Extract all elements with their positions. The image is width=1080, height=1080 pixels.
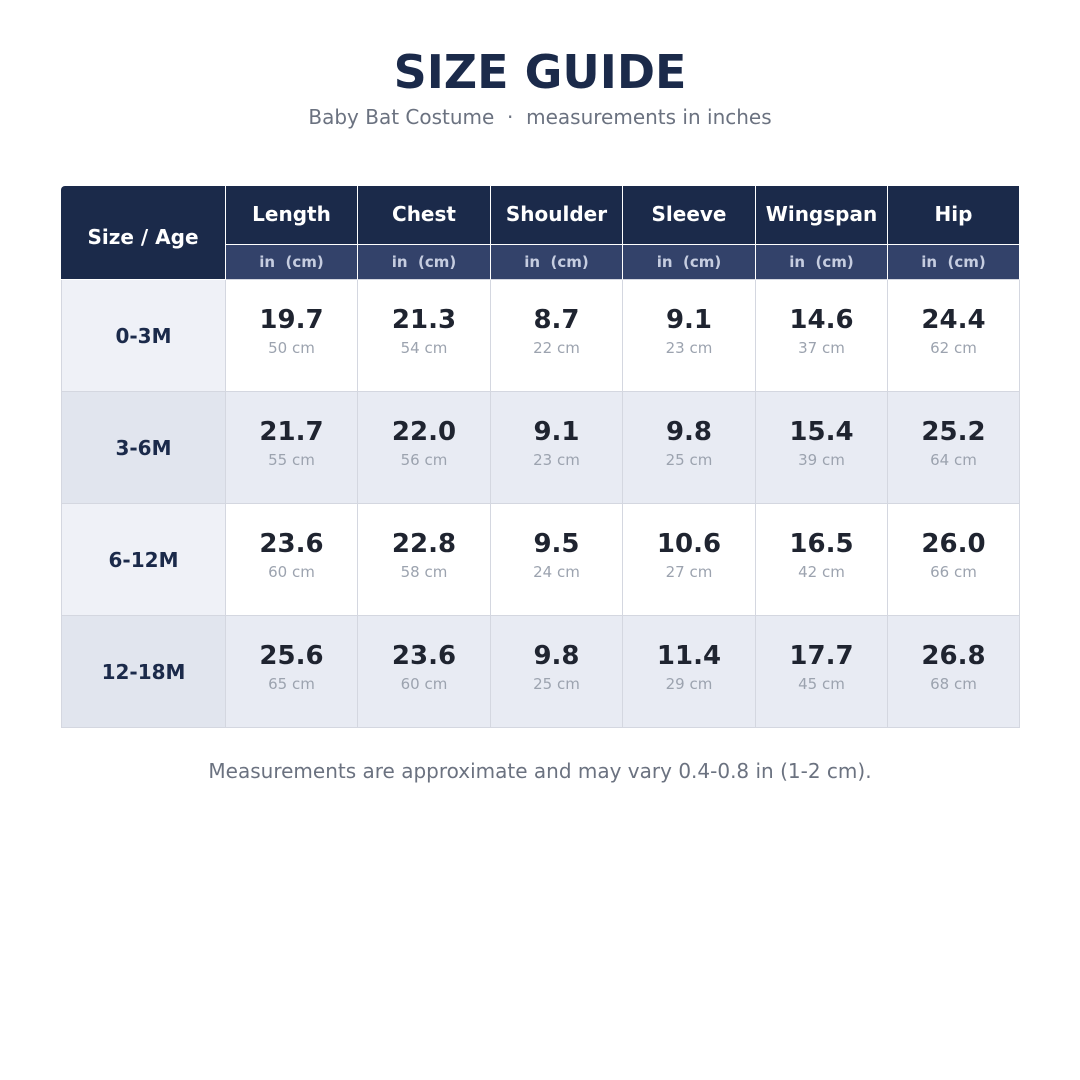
size-cell: 17.7 45 cm	[756, 616, 888, 728]
size-cell: 21.7 55 cm	[226, 392, 358, 504]
cm-value: 22 cm	[533, 338, 580, 357]
size-cell: 23.6 60 cm	[358, 616, 491, 728]
size-cell: 24.4 62 cm	[888, 280, 1020, 392]
size-cell: 8.7 22 cm	[491, 280, 623, 392]
size-cell: 26.8 68 cm	[888, 616, 1020, 728]
inch-value: 23.6	[259, 528, 324, 559]
cm-value: 24 cm	[533, 562, 580, 581]
inch-value: 26.8	[921, 640, 986, 671]
inch-value: 21.7	[259, 416, 324, 447]
cm-value: 27 cm	[665, 562, 713, 581]
column-header: Length	[226, 186, 358, 245]
inch-value: 25.2	[921, 416, 986, 447]
cm-value: 64 cm	[930, 450, 977, 469]
inch-value: 17.7	[789, 640, 854, 671]
cm-value: 60 cm	[400, 674, 448, 693]
cm-value: 45 cm	[798, 674, 845, 693]
inch-value: 9.1	[533, 416, 580, 447]
column-header: Shoulder	[491, 186, 623, 245]
inch-value: 11.4	[656, 640, 722, 671]
title: SIZE GUIDE	[393, 45, 687, 99]
inch-value: 9.1	[665, 304, 713, 335]
inch-value: 14.6	[789, 304, 854, 335]
unit-header: in (cm)	[226, 245, 358, 280]
size-cell: 23.6 60 cm	[226, 504, 358, 616]
cm-value: 25 cm	[533, 674, 580, 693]
cm-value: 23 cm	[665, 338, 713, 357]
size-cell: 9.1 23 cm	[491, 392, 623, 504]
cm-value: 54 cm	[400, 338, 448, 357]
size-cell: 10.6 27 cm	[623, 504, 756, 616]
size-cell: 9.8 25 cm	[623, 392, 756, 504]
inch-value: 15.4	[789, 416, 854, 447]
size-cell: 22.8 58 cm	[358, 504, 491, 616]
cm-value: 62 cm	[930, 338, 977, 357]
cm-value: 55 cm	[268, 450, 315, 469]
cm-value: 23 cm	[533, 450, 580, 469]
inch-value: 9.8	[665, 416, 713, 447]
unit-header: in (cm)	[888, 245, 1020, 280]
cm-value: 58 cm	[400, 562, 448, 581]
cm-value: 65 cm	[268, 674, 315, 693]
inch-value: 21.3	[391, 304, 457, 335]
inch-value: 26.0	[921, 528, 986, 559]
column-header: Wingspan	[756, 186, 888, 245]
size-cell: 19.7 50 cm	[226, 280, 358, 392]
inch-value: 23.6	[391, 640, 457, 671]
inch-value: 25.6	[259, 640, 324, 671]
cm-value: 39 cm	[798, 450, 845, 469]
row-label: 6-12M	[61, 504, 226, 616]
column-header: Chest	[358, 186, 491, 245]
unit-header: in (cm)	[623, 245, 756, 280]
inch-value: 24.4	[921, 304, 986, 335]
inch-value: 16.5	[789, 528, 854, 559]
size-cell: 15.4 39 cm	[756, 392, 888, 504]
unit-header: in (cm)	[756, 245, 888, 280]
subtitle: Baby Bat Costume · measurements in inche…	[308, 105, 772, 129]
cm-value: 56 cm	[400, 450, 448, 469]
inch-value: 9.5	[533, 528, 580, 559]
cm-value: 50 cm	[268, 338, 315, 357]
column-header: Hip	[888, 186, 1020, 245]
size-cell: 9.5 24 cm	[491, 504, 623, 616]
cm-value: 42 cm	[798, 562, 845, 581]
inch-value: 22.0	[391, 416, 457, 447]
size-cell: 22.0 56 cm	[358, 392, 491, 504]
size-cell: 25.6 65 cm	[226, 616, 358, 728]
cm-value: 68 cm	[930, 674, 977, 693]
footnote: Measurements are approximate and may var…	[208, 759, 872, 783]
row-label: 0-3M	[61, 280, 226, 392]
size-cell: 26.0 66 cm	[888, 504, 1020, 616]
size-cell: 11.4 29 cm	[623, 616, 756, 728]
row-label: 12-18M	[61, 616, 226, 728]
size-cell: 9.1 23 cm	[623, 280, 756, 392]
size-cell: 16.5 42 cm	[756, 504, 888, 616]
inch-value: 19.7	[259, 304, 324, 335]
corner-header: Size / Age	[61, 186, 226, 280]
size-cell: 25.2 64 cm	[888, 392, 1020, 504]
unit-header: in (cm)	[491, 245, 623, 280]
cm-value: 66 cm	[930, 562, 977, 581]
size-cell: 9.8 25 cm	[491, 616, 623, 728]
unit-header: in (cm)	[358, 245, 491, 280]
inch-value: 10.6	[656, 528, 722, 559]
inch-value: 22.8	[391, 528, 457, 559]
cm-value: 29 cm	[665, 674, 713, 693]
cm-value: 25 cm	[665, 450, 713, 469]
cm-value: 60 cm	[268, 562, 315, 581]
row-label: 3-6M	[61, 392, 226, 504]
inch-value: 9.8	[533, 640, 580, 671]
column-header: Sleeve	[623, 186, 756, 245]
size-cell: 14.6 37 cm	[756, 280, 888, 392]
size-cell: 21.3 54 cm	[358, 280, 491, 392]
cm-value: 37 cm	[798, 338, 845, 357]
inch-value: 8.7	[533, 304, 580, 335]
